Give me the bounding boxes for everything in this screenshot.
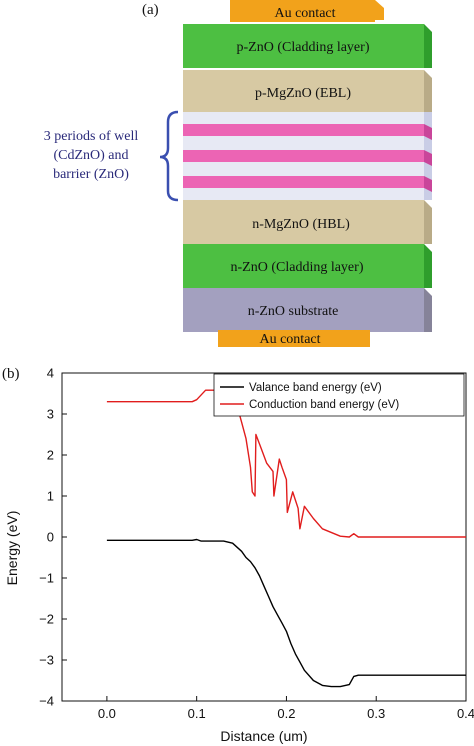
n-zno-substrate-layer: n-ZnO substrate <box>183 288 432 332</box>
well-layer-3 <box>183 176 424 188</box>
band-energy-chart: 0.0 0.1 0.2 0.3 0.4 4 3 2 1 0 −1 −2 −3 −4 Valance ban… <box>4 366 474 745</box>
x-tick-label: 0.1 <box>188 706 206 721</box>
x-tick-label: 0.2 <box>277 706 295 721</box>
quantum-well-stack <box>183 112 432 200</box>
p-mgzno-ebl-label: p-MgZnO (EBL) <box>255 86 351 101</box>
y-tick-label: 4 <box>47 366 54 381</box>
y-tick-label: −1 <box>39 571 54 586</box>
legend-entry-label: Conduction band energy (eV) <box>249 399 399 411</box>
series-lines <box>106 389 466 688</box>
p-zno-cladding-label: p-ZnO (Cladding layer) <box>237 40 370 55</box>
panel-b-label: (b) <box>2 366 20 382</box>
legend-box <box>213 373 465 417</box>
n-mgzno-hbl-label: n-MgZnO (HBL) <box>252 217 350 232</box>
y-tick-label: −4 <box>39 694 54 709</box>
y-tick-label: 2 <box>47 448 54 463</box>
n-zno-cladding-layer: n-ZnO (Cladding layer) <box>183 244 432 288</box>
bottom-au-contact-label: Au contact <box>259 332 320 347</box>
x-tick-label: 0.4 <box>457 706 474 721</box>
y-tick-label: −2 <box>39 612 54 627</box>
well-layer-2 <box>183 150 424 162</box>
well-layer-1 <box>183 124 424 136</box>
y-axis-label: Energy (eV) <box>4 511 20 586</box>
y-tick-label: 0 <box>47 530 54 545</box>
annotation-line-1: 3 periods of well <box>43 129 139 144</box>
quantum-well-annotation: 3 periods of well (CdZnO) and barrier (Z… <box>16 127 166 184</box>
annotation-line-3: barrier (ZnO) <box>53 167 129 182</box>
legend: Valance band energy (eV) Conduction band … <box>213 373 465 417</box>
p-mgzno-ebl-layer: p-MgZnO (EBL) <box>183 70 432 112</box>
x-tick-label: 0.0 <box>98 706 116 721</box>
y-tick-label: −3 <box>39 653 54 668</box>
layer-stack-diagram: Au contact p-ZnO (Cladding layer) p-MgZn… <box>159 0 432 347</box>
n-mgzno-hbl-layer: n-MgZnO (HBL) <box>183 200 432 244</box>
n-zno-cladding-label: n-ZnO (Cladding layer) <box>231 260 364 275</box>
y-tick-label: 1 <box>47 489 54 504</box>
p-zno-cladding-layer: p-ZnO (Cladding layer) <box>183 24 432 68</box>
top-au-contact: Au contact <box>230 0 384 22</box>
axis-ticks: 0.0 0.1 0.2 0.3 0.4 4 3 2 1 0 −1 −2 −3 −4 <box>39 366 474 722</box>
y-tick-label: 3 <box>47 407 54 422</box>
n-zno-substrate-label: n-ZnO substrate <box>248 304 339 319</box>
legend-entry-label: Valance band energy (eV) <box>249 382 382 394</box>
valence-band-line <box>106 538 466 688</box>
x-tick-label: 0.3 <box>367 706 385 721</box>
panel-a-label: (a) <box>142 2 159 18</box>
curly-brace-icon <box>159 110 179 202</box>
x-axis-label: Distance (um) <box>220 728 307 744</box>
bottom-au-contact: Au contact <box>218 330 370 347</box>
annotation-line-2: (CdZnO) and <box>53 148 129 163</box>
top-au-contact-label: Au contact <box>274 6 335 21</box>
